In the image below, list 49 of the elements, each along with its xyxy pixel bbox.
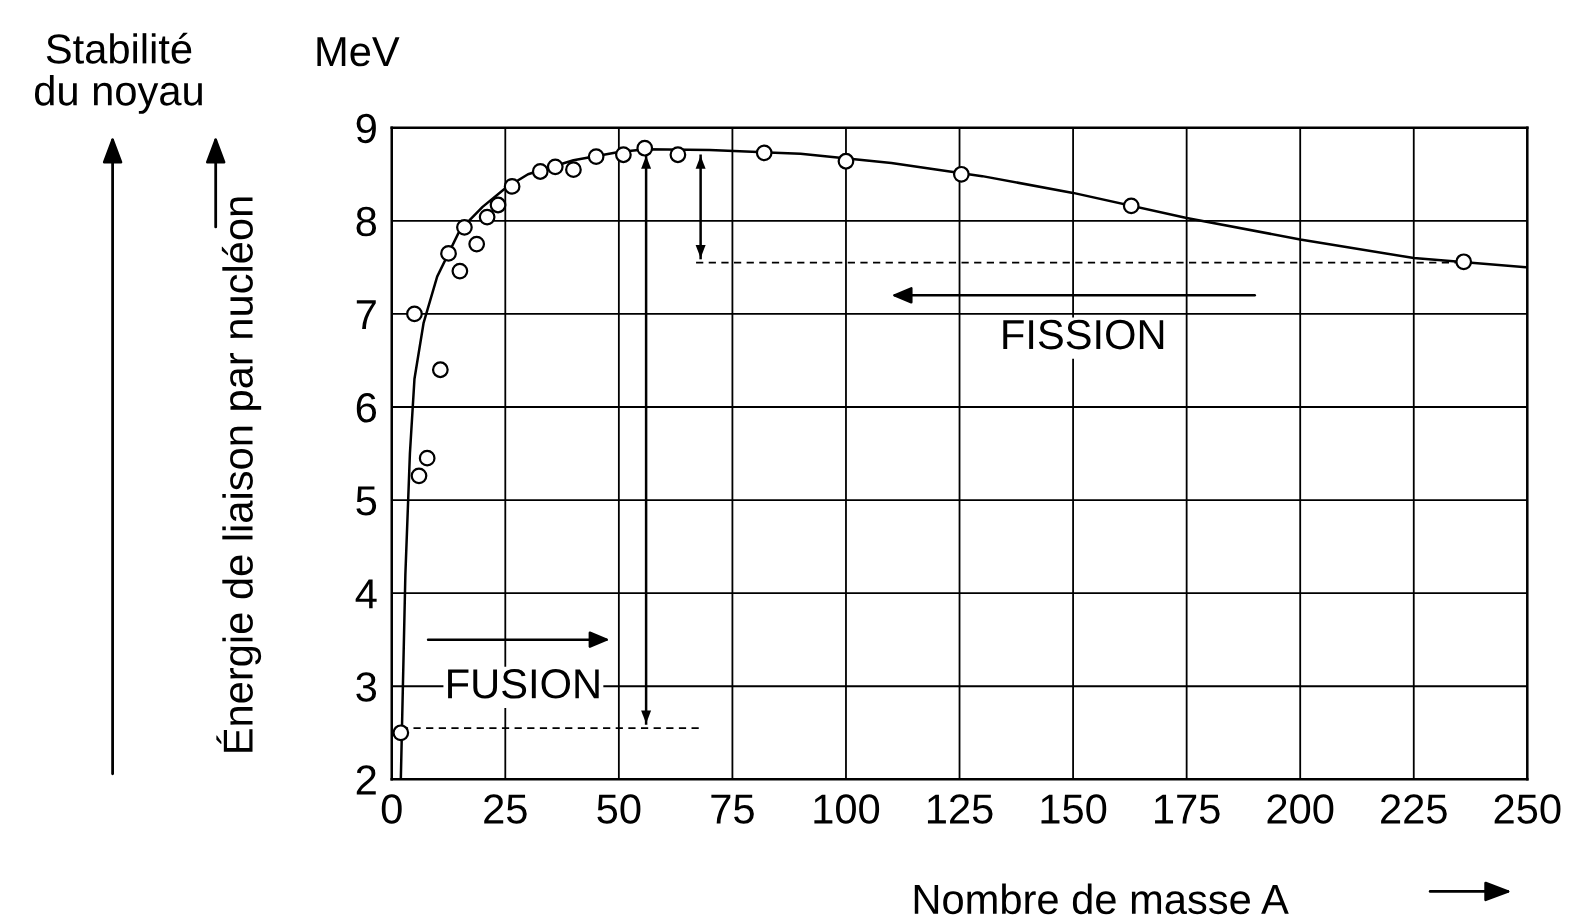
x-tick-label: 100 [814,794,880,824]
text: Stabilité du noyau [34,32,202,114]
x-tick-label: 25 [484,794,527,824]
point [837,152,855,170]
y-tick-label: 9 [356,113,376,144]
point [431,361,449,379]
point [565,161,582,179]
x-tick-label: 150 [1041,794,1107,824]
y-tick-label: 7 [356,300,376,329]
y-axis-title: Énergie de liaison par nucléon [216,197,262,752]
y-tick-label: 3 [356,672,377,702]
y-tick-label: 5 [356,486,377,516]
point [615,146,632,164]
point [440,245,457,262]
text: MeV [317,37,400,67]
x-tick-label: 0 [381,794,402,824]
point [478,208,496,226]
point [1122,197,1140,215]
point [1455,253,1473,271]
point [451,262,469,280]
annotation: FISSION [1003,319,1164,350]
x-tick-label: 225 [1381,794,1447,824]
x-axis-title: Nombre de masse A [914,883,1289,915]
point [587,148,605,165]
point [468,235,486,253]
point [669,146,687,164]
x-tick-label: 175 [1155,794,1220,824]
point [636,139,654,157]
annotation: FUSION [448,669,599,699]
point [546,158,564,176]
point [406,305,423,323]
point [489,196,507,214]
point [531,163,549,180]
y-tick-label: 8 [356,206,377,237]
y-tick-label: 2 [356,765,376,795]
x-tick-label: 75 [711,794,754,824]
point [456,218,473,236]
x-tick-label: 50 [597,794,641,824]
point [410,467,428,485]
x-tick-label: 200 [1267,794,1334,824]
point [755,144,773,162]
point [392,724,410,742]
point [418,449,436,467]
x-tick-label: 125 [927,794,993,824]
y-tick-label: 6 [356,392,377,423]
point [503,177,521,195]
y-tick-label: 4 [355,579,377,609]
x-tick-label: 250 [1494,794,1561,824]
point [952,165,970,183]
